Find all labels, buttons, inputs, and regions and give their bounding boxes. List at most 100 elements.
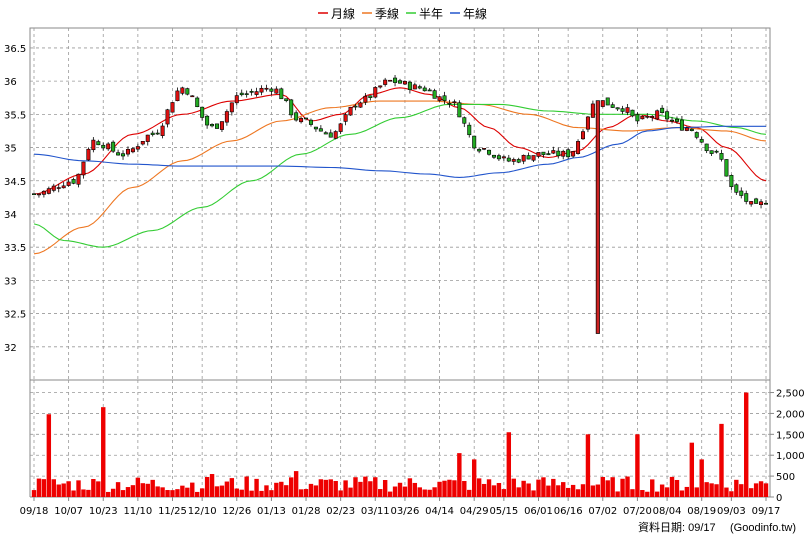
volume-bar [264, 485, 269, 497]
x-tick-label: 01/13 [257, 506, 286, 517]
candle [259, 87, 264, 93]
volume-bar [288, 477, 294, 497]
candle [516, 159, 521, 163]
candle [393, 77, 398, 83]
price-plot-frame [29, 27, 771, 381]
volume-bar [585, 434, 591, 497]
candle [294, 112, 299, 121]
legend-label-halfyear: 半年 [419, 7, 443, 21]
x-tick-label: 08/19 [687, 506, 716, 517]
candle [580, 131, 585, 140]
candle [106, 143, 111, 150]
volume-bar [580, 484, 586, 497]
volume-y-tick-label: 1,500 [776, 430, 805, 441]
price-grid [30, 28, 770, 380]
candle [684, 127, 689, 131]
volume-bar [66, 481, 71, 497]
candle [304, 117, 309, 120]
volume-grid [30, 380, 770, 497]
volume-bar [353, 477, 358, 497]
volume-bar [748, 488, 754, 497]
x-tick-label: 12/26 [222, 506, 251, 517]
candle [620, 108, 625, 112]
volume-panel: 2,500 2,000 1,500 1,000 500 0 [29, 380, 805, 504]
candle [754, 198, 759, 204]
moving-average-lines [33, 87, 767, 255]
candle [739, 190, 744, 196]
candle [600, 100, 605, 107]
volume-bar [407, 478, 413, 497]
candle [679, 119, 684, 131]
volume-bar [674, 479, 680, 497]
candle [714, 150, 719, 153]
volume-bar [427, 489, 432, 497]
x-tick-label: 09/18 [20, 506, 49, 517]
volume-bar [214, 486, 220, 497]
candle [635, 114, 640, 122]
volume-bar [145, 483, 150, 497]
candle [437, 96, 442, 101]
candle [487, 149, 492, 155]
volume-bar [41, 479, 47, 497]
candle [655, 110, 660, 120]
candle [81, 161, 86, 176]
volume-bar [694, 487, 699, 497]
volume-bar [620, 478, 625, 497]
volume-bar [729, 491, 734, 497]
volume-bar [432, 487, 437, 497]
x-tick-label: 08/04 [653, 506, 682, 517]
volume-bar [659, 484, 665, 497]
volume-bar [308, 483, 314, 497]
candle [457, 102, 462, 118]
volume-bar [417, 487, 422, 497]
price-y-tick-label: 34.5 [4, 177, 26, 188]
price-y-tick-label: 32 [4, 343, 17, 354]
price-y-tick-label: 35 [4, 144, 17, 155]
volume-bar [343, 480, 348, 497]
x-tick-label: 04/14 [425, 506, 454, 517]
volume-bar [669, 476, 675, 497]
candle [674, 118, 679, 122]
volume-bar [204, 476, 210, 497]
candle [640, 115, 645, 120]
candle [61, 185, 66, 189]
volume-bar [452, 480, 457, 497]
candle [467, 124, 472, 136]
candle [526, 155, 531, 160]
volume-bar [739, 484, 744, 497]
candle [501, 156, 506, 159]
volume-bar [378, 489, 383, 497]
x-tick-label: 04/29 [460, 506, 489, 517]
volume-bar [195, 491, 200, 497]
candle [135, 146, 140, 150]
candle [348, 106, 353, 116]
volume-bar [155, 486, 160, 497]
candle [521, 154, 526, 162]
volume-bar [447, 479, 452, 497]
volume-bar [462, 481, 467, 497]
candle [541, 151, 546, 155]
candle [496, 155, 501, 160]
candle [333, 131, 338, 139]
volume-bar [323, 479, 329, 497]
volume-bar [531, 490, 536, 497]
volume-bar [551, 478, 556, 497]
volume-bar [298, 489, 304, 497]
candle [219, 121, 224, 130]
volume-bar [744, 392, 749, 497]
volume-bar [546, 485, 551, 497]
volume-bar [51, 479, 56, 497]
candle [763, 202, 768, 205]
volume-bar [358, 481, 363, 497]
volume-bar [486, 479, 492, 497]
candle [650, 115, 655, 118]
volume-bar [709, 483, 714, 497]
candle [670, 119, 675, 122]
footer-date: 資料日期: 09/17 [638, 520, 716, 534]
legend-label-month: 月線 [331, 6, 355, 21]
volume-bar [704, 482, 709, 497]
volume-bar [86, 489, 91, 497]
candle [412, 84, 417, 90]
volume-bar [679, 490, 685, 497]
